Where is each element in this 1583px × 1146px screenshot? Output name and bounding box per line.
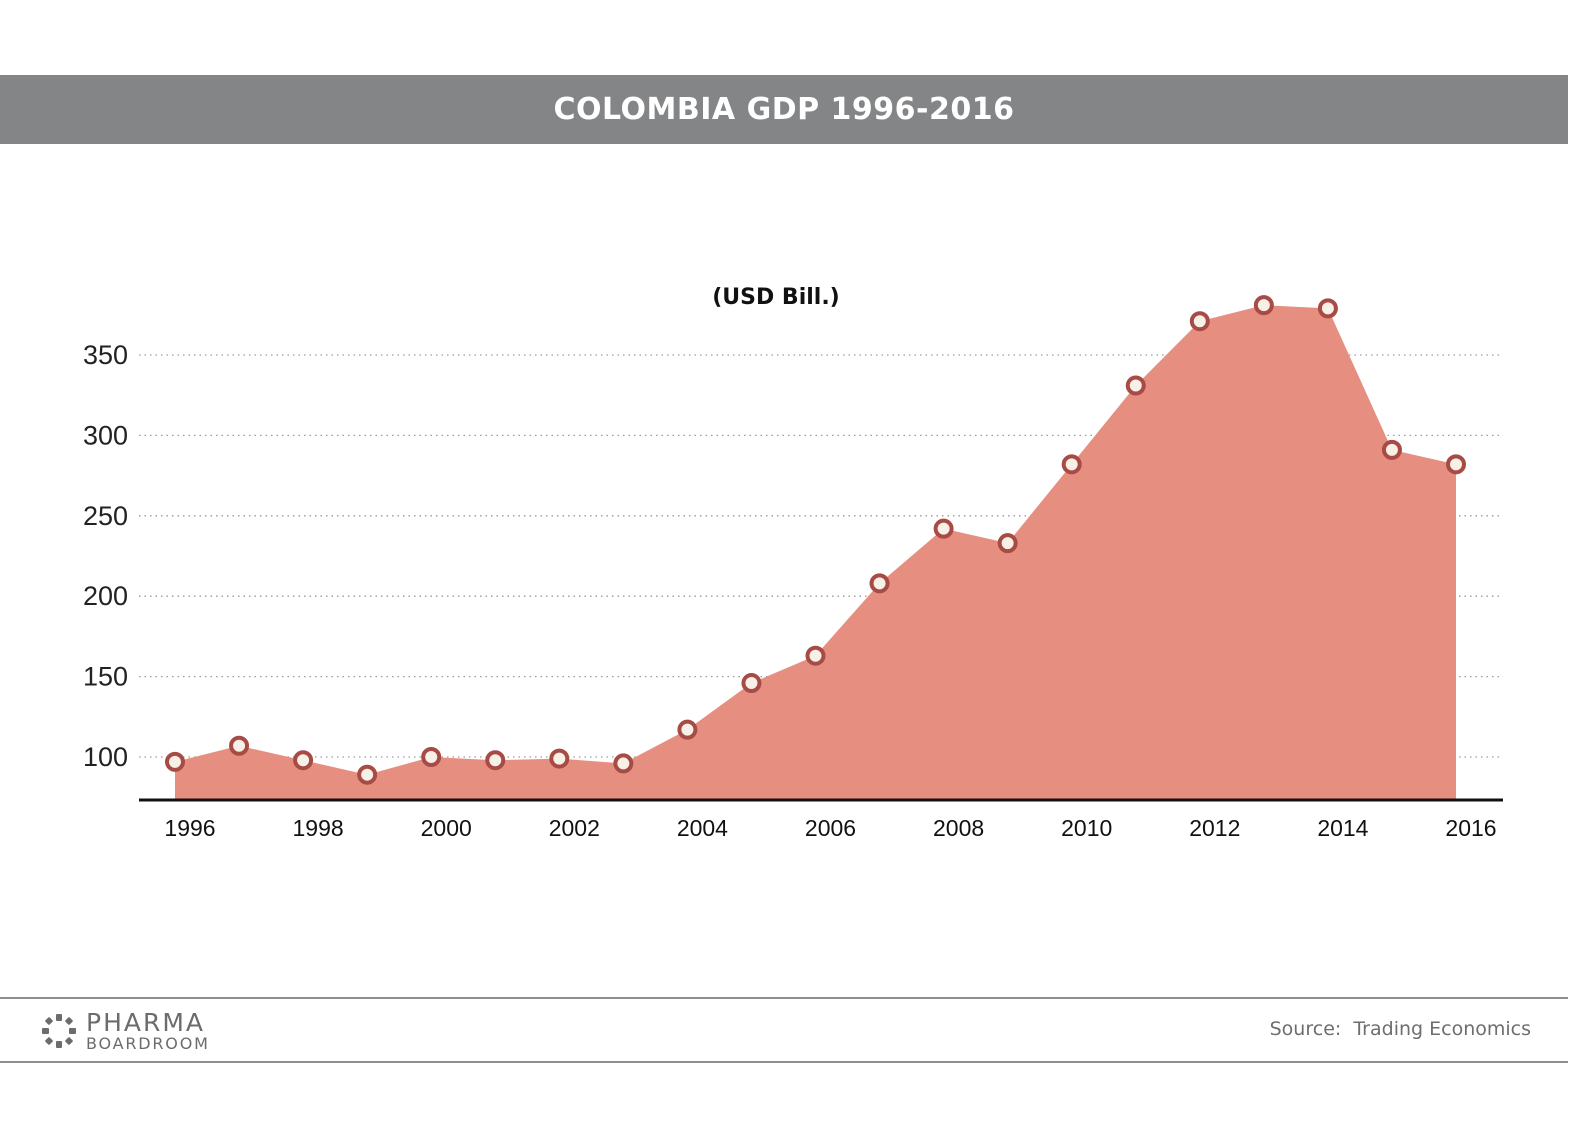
y-tick-label: 100 bbox=[83, 742, 128, 772]
data-point-2016 bbox=[1446, 454, 1466, 475]
x-tick-label: 2002 bbox=[549, 815, 600, 841]
data-point-2014 bbox=[1317, 298, 1338, 319]
data-point-2005 bbox=[741, 673, 762, 694]
x-tick-label: 2010 bbox=[1061, 815, 1112, 841]
data-point-2000 bbox=[421, 747, 442, 767]
logo-text-pharma: PHARMA bbox=[86, 1008, 206, 1037]
y-tick-label: 200 bbox=[83, 581, 128, 611]
data-point-2010 bbox=[1061, 454, 1082, 475]
gdp-area bbox=[175, 305, 1456, 799]
data-point-2012 bbox=[1189, 311, 1210, 332]
y-tick-label: 150 bbox=[83, 662, 128, 692]
x-tick-label: 2012 bbox=[1189, 815, 1240, 841]
x-tick-label: 1998 bbox=[293, 815, 344, 841]
x-tick-label: 2006 bbox=[805, 815, 856, 841]
chart-title: COLOMBIA GDP 1996-2016 bbox=[553, 92, 1015, 127]
x-tick-label: 2008 bbox=[933, 815, 984, 841]
data-point-1999 bbox=[357, 764, 378, 785]
source-credit: Source: Trading Economics bbox=[1269, 1018, 1531, 1040]
y-axis-ticks: 100 150 200 250 300 350 bbox=[83, 340, 128, 772]
data-point-2004 bbox=[677, 719, 698, 740]
logo-mark-icon bbox=[42, 1014, 76, 1048]
x-tick-label: 1996 bbox=[164, 815, 215, 841]
footer-divider-top bbox=[0, 997, 1568, 999]
data-point-2015 bbox=[1381, 439, 1402, 460]
data-point-2011 bbox=[1125, 375, 1146, 396]
data-point-1996 bbox=[165, 751, 185, 772]
data-point-1997 bbox=[229, 735, 250, 756]
data-markers bbox=[165, 295, 1466, 785]
x-axis-ticks: 1996 1998 2000 2002 2004 2006 2008 2010 2012 2014… bbox=[164, 815, 1496, 841]
pharma-boardroom-logo: PHARMA BOARDROOM bbox=[40, 1010, 210, 1052]
y-tick-label: 300 bbox=[83, 420, 128, 450]
y-tick-label: 250 bbox=[83, 501, 128, 531]
title-bar: COLOMBIA GDP 1996-2016 bbox=[0, 75, 1568, 144]
unit-label: (USD Bill.) bbox=[712, 285, 840, 310]
data-point-2002 bbox=[549, 748, 570, 769]
data-point-2009 bbox=[997, 533, 1018, 554]
data-point-2003 bbox=[613, 753, 634, 774]
data-point-2006 bbox=[805, 645, 826, 666]
x-tick-label: 2016 bbox=[1445, 815, 1496, 841]
x-tick-label: 2004 bbox=[677, 815, 728, 841]
y-tick-label: 350 bbox=[83, 340, 128, 370]
data-point-2007 bbox=[869, 573, 890, 594]
data-point-2013 bbox=[1253, 295, 1274, 316]
data-point-2008 bbox=[933, 518, 954, 539]
gdp-area-chart: 100 150 200 250 300 350 1996 1998 2000 2002 2004 2… bbox=[83, 285, 1503, 841]
data-point-1998 bbox=[293, 750, 314, 771]
area-layer bbox=[175, 305, 1456, 799]
data-point-2001 bbox=[485, 750, 506, 771]
x-tick-label: 2000 bbox=[421, 815, 472, 841]
footer-divider-bottom bbox=[0, 1061, 1568, 1063]
logo-text-boardroom: BOARDROOM bbox=[86, 1034, 210, 1053]
x-tick-label: 2014 bbox=[1317, 815, 1368, 841]
